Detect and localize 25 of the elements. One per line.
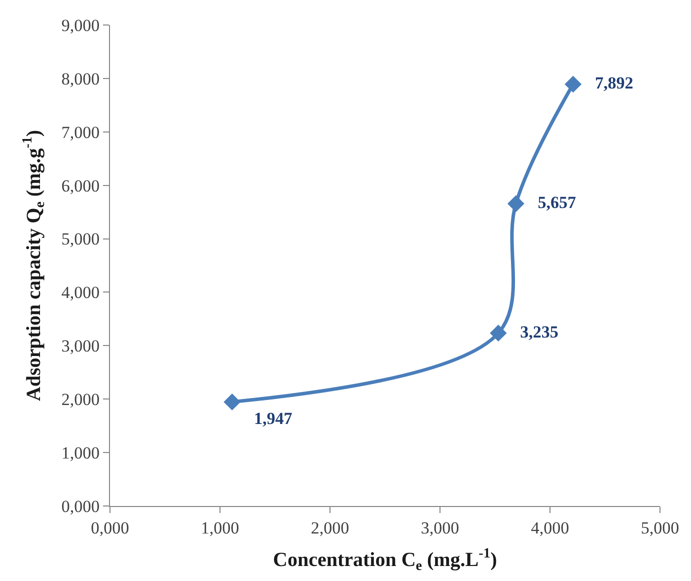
point [490, 324, 507, 342]
x-tick-label: 1,000 [200, 518, 240, 538]
data-label: 1,947 [241, 408, 293, 428]
data-label: 3,235 [507, 322, 558, 342]
point [507, 195, 524, 212]
data-label: 7,892 [582, 73, 634, 92]
x-tick-label: 4,000 [530, 518, 570, 538]
y-tick-label: 6,000 [61, 176, 100, 196]
y-tick-label: 5,000 [61, 230, 100, 249]
x-tick-label: 0,000 [90, 518, 130, 538]
y-tick-label: 8,000 [61, 69, 100, 88]
data-label: 5,657 [525, 192, 577, 212]
x-axis-title: Concentration C$_{e}$ (mg.L$^{-1}$) [273, 546, 497, 574]
point [564, 76, 582, 93]
point [224, 393, 241, 410]
y-tick-label: 0,000 [61, 496, 100, 516]
y-tick-label: 9,000 [61, 16, 100, 35]
y-tick-label: 2,000 [61, 390, 100, 410]
x-tick-label: 2,000 [310, 518, 350, 538]
x-tick-label: 3,000 [420, 518, 460, 538]
y-tick-label: 1,000 [61, 444, 100, 463]
y-tick-label: 3,000 [61, 336, 100, 356]
x-tick-label: 5,000 [640, 518, 680, 538]
y-tick-label: 4,000 [61, 283, 100, 302]
y-tick-label: 7,000 [61, 122, 100, 142]
